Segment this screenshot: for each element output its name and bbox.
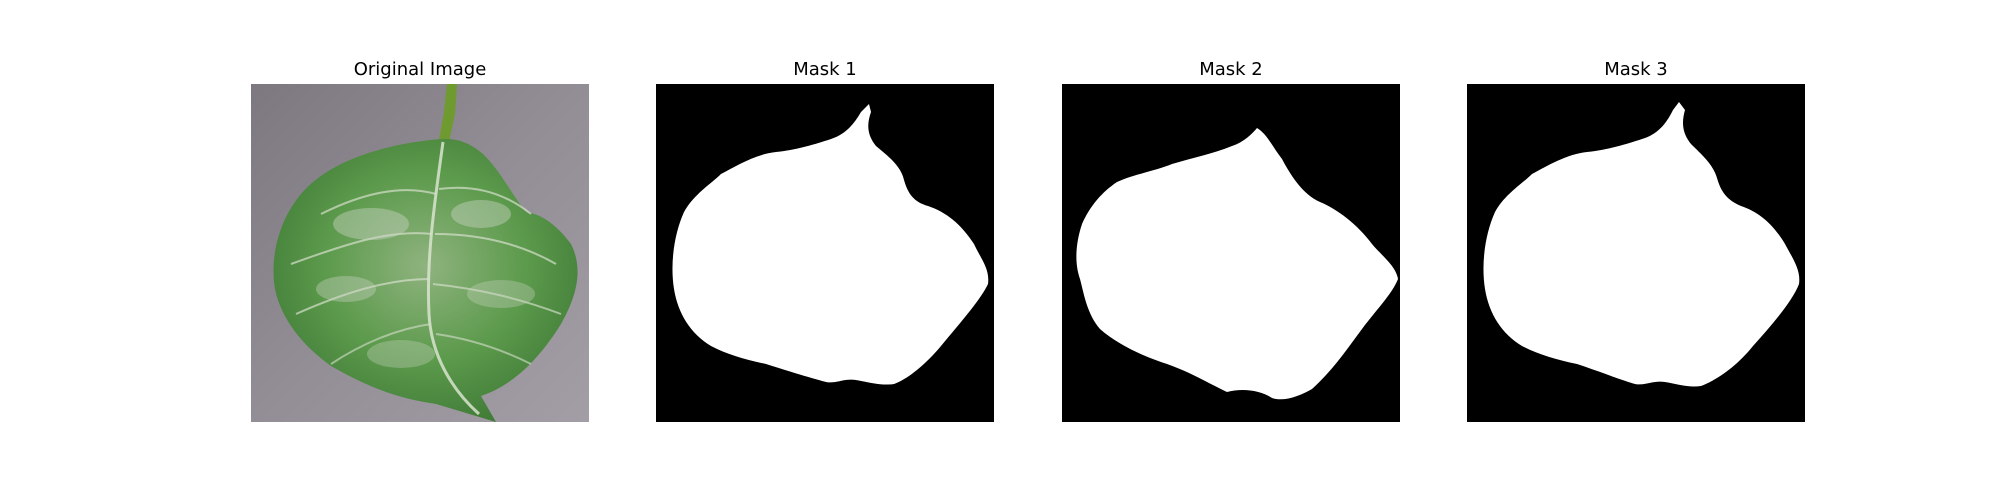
mask-1-panel	[656, 84, 994, 422]
panel-title-original-image: Original Image	[251, 58, 589, 82]
original-image-panel	[251, 84, 589, 422]
leaf-photo	[251, 84, 589, 422]
panel-title-mask-3: Mask 3	[1467, 58, 1805, 82]
mask-1-image	[656, 84, 994, 422]
panel-title-mask-2: Mask 2	[1062, 58, 1400, 82]
mask-2-panel	[1062, 84, 1400, 422]
mask-2-image	[1062, 84, 1400, 422]
mask-3-panel	[1467, 84, 1805, 422]
panel-title-mask-1: Mask 1	[656, 58, 994, 82]
mask-3-image	[1467, 84, 1805, 422]
